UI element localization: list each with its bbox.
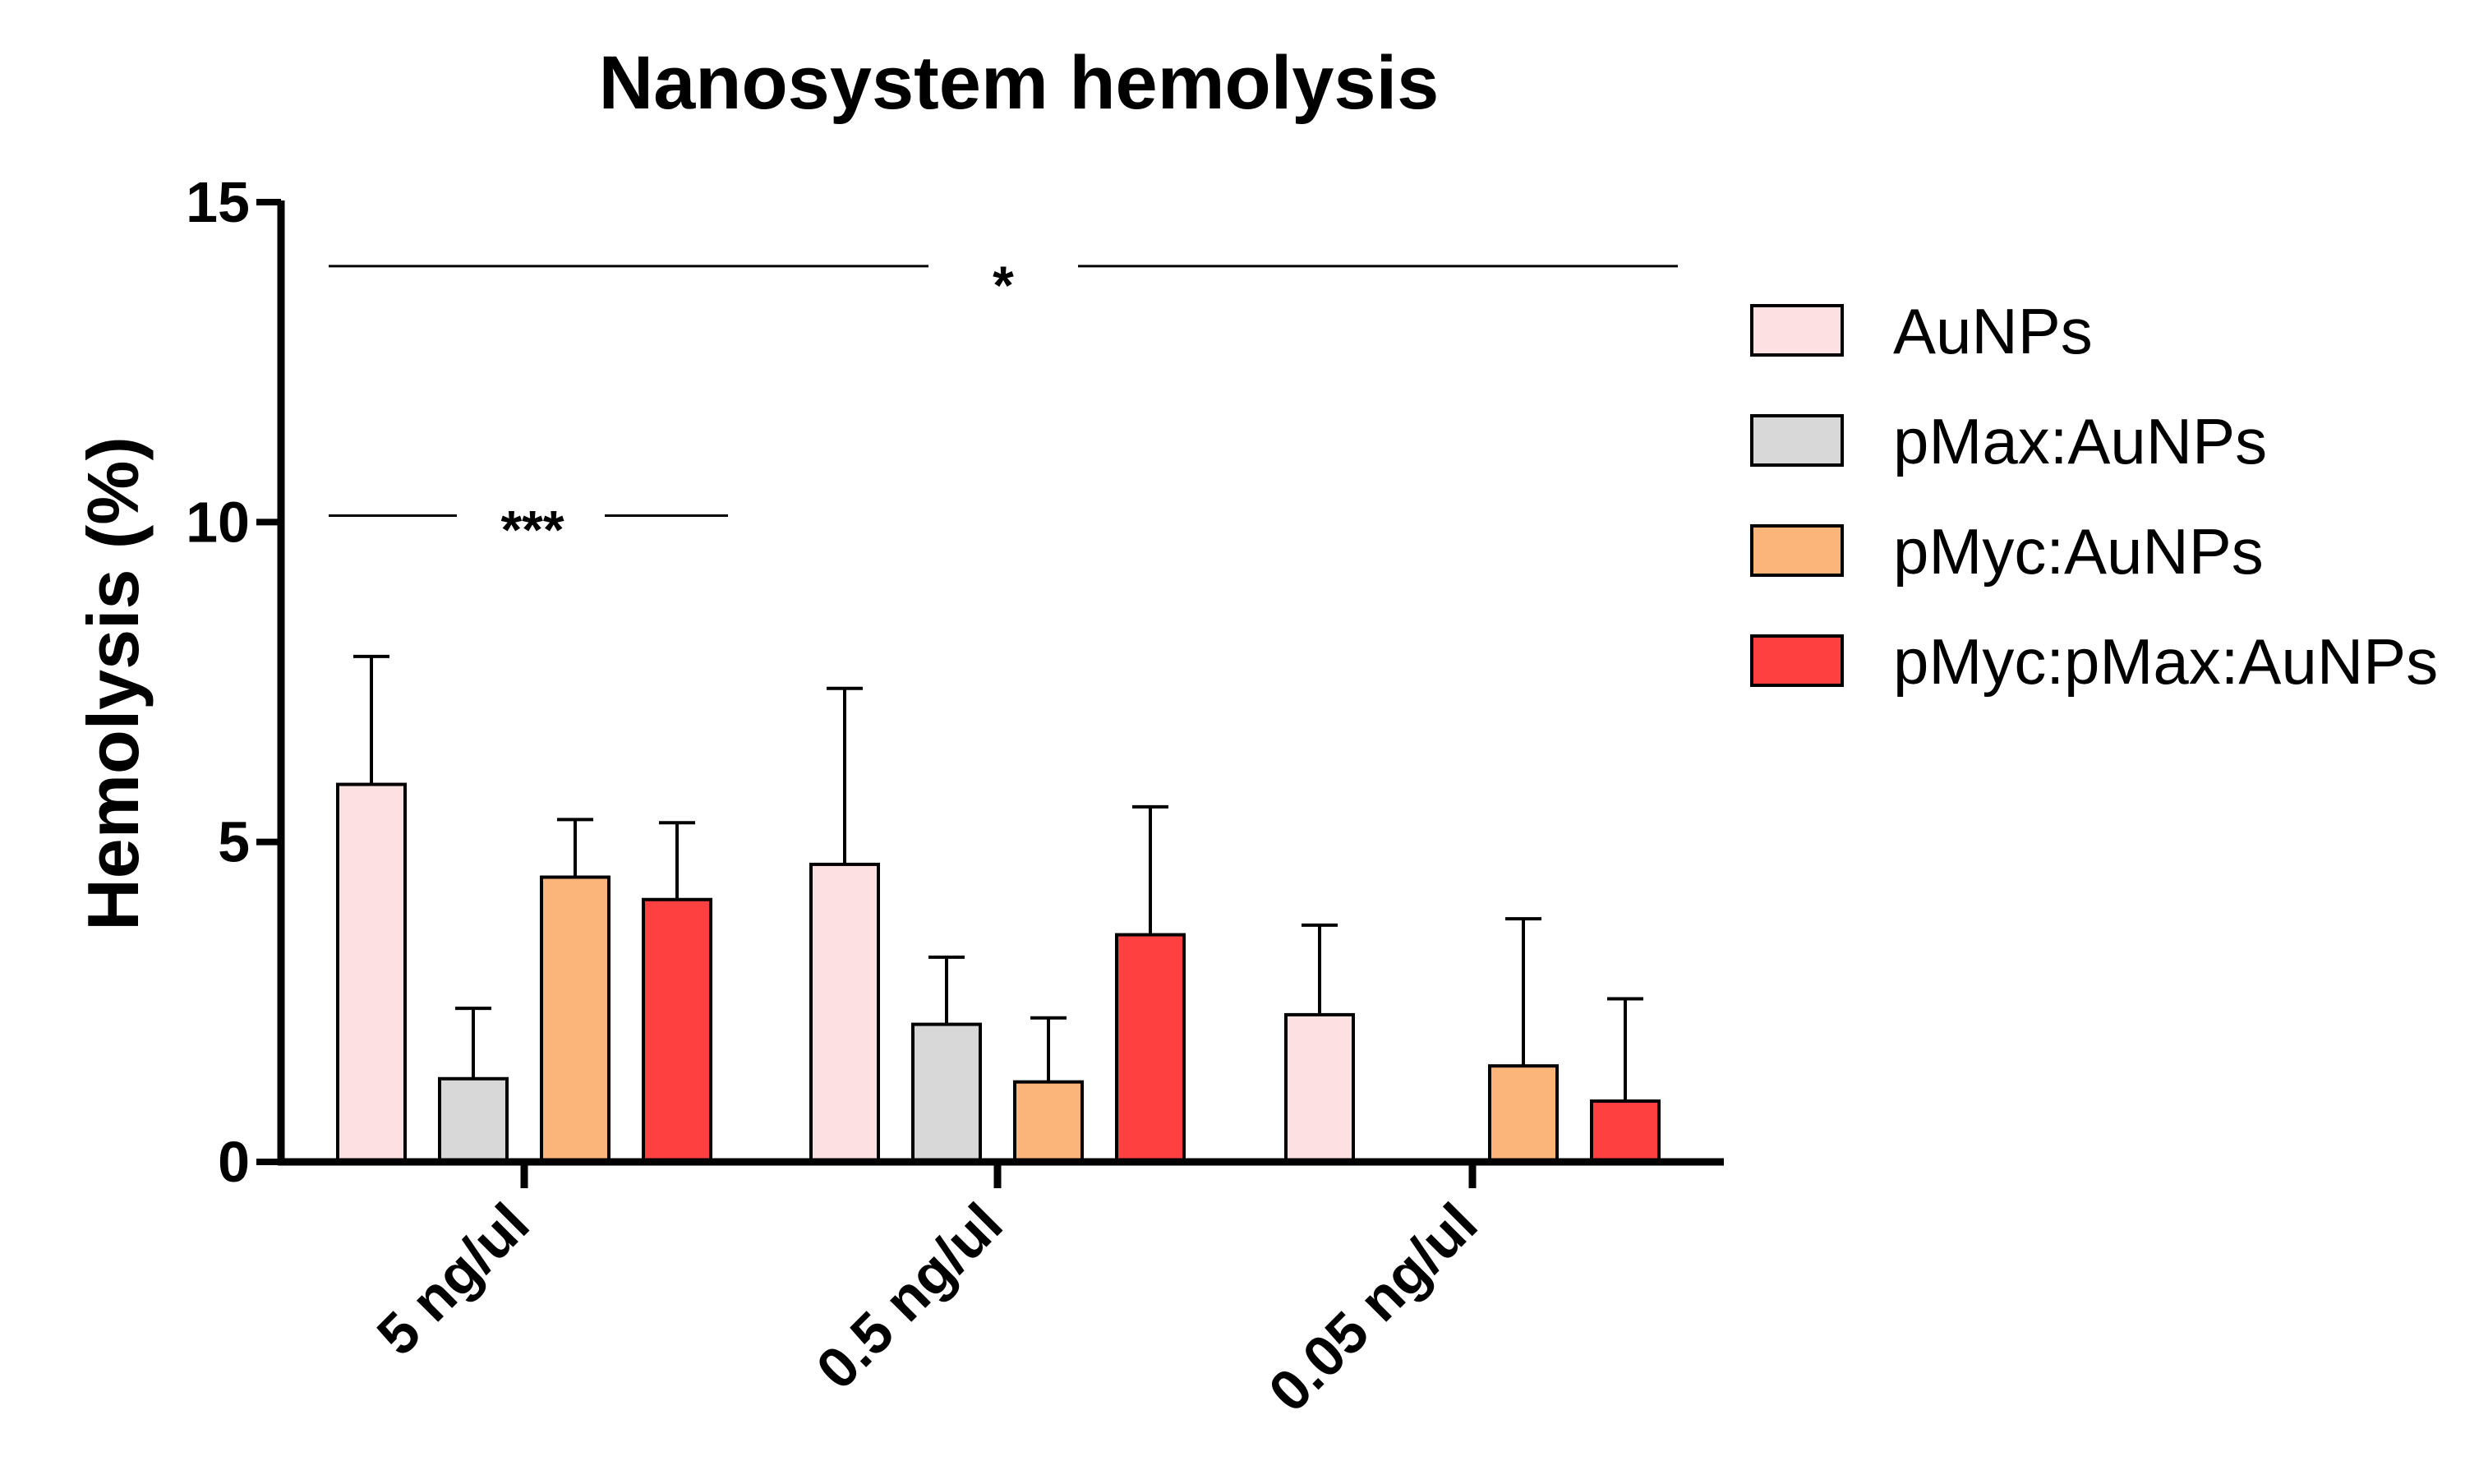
bar-pmax-aunps-1 bbox=[911, 1022, 982, 1164]
bar-pmyc-pmax-aunps-2 bbox=[1590, 1099, 1661, 1164]
x-tick-label: 0.05 ng/ul bbox=[1256, 1191, 1489, 1423]
legend: AuNPs pMax:AuNPs pMyc:AuNPs pMyc:pMax:AuNPs bbox=[1750, 295, 2438, 698]
legend-label: pMyc:AuNPs bbox=[1893, 515, 2264, 588]
significance-star: * bbox=[993, 255, 1014, 316]
bar-aunps-2 bbox=[1284, 1012, 1355, 1164]
significance-stars: *** bbox=[500, 500, 564, 560]
y-tick-label: 10 bbox=[186, 490, 250, 554]
legend-swatch bbox=[1750, 524, 1844, 577]
legend-swatch bbox=[1750, 634, 1844, 687]
legend-label: pMax:AuNPs bbox=[1893, 405, 2267, 477]
bar-pmyc-aunps-2 bbox=[1488, 1064, 1559, 1164]
legend-swatch bbox=[1750, 304, 1844, 357]
y-axis-label: Hemolysis (%) bbox=[72, 436, 154, 931]
bar-aunps-1 bbox=[809, 862, 880, 1164]
bar-aunps-0 bbox=[336, 782, 407, 1164]
y-tick-label: 5 bbox=[218, 810, 250, 874]
legend-swatch bbox=[1750, 414, 1844, 467]
x-tick-label: 0.5 ng/ul bbox=[804, 1191, 1015, 1401]
bar-pmax-aunps-0 bbox=[438, 1076, 509, 1164]
bar-pmyc-aunps-0 bbox=[540, 875, 610, 1164]
chart-title: Nanosystem hemolysis bbox=[599, 41, 1440, 125]
legend-label: AuNPs bbox=[1893, 295, 2093, 367]
bar-pmyc-pmax-aunps-1 bbox=[1115, 933, 1186, 1164]
bar-pmyc-aunps-1 bbox=[1013, 1080, 1084, 1164]
legend-label: pMyc:pMax:AuNPs bbox=[1893, 625, 2438, 698]
bar-pmyc-pmax-aunps-0 bbox=[642, 897, 712, 1164]
y-tick-label: 15 bbox=[186, 170, 250, 234]
y-tick-label: 0 bbox=[218, 1130, 250, 1194]
x-tick-label: 5 ng/ul bbox=[365, 1191, 541, 1367]
